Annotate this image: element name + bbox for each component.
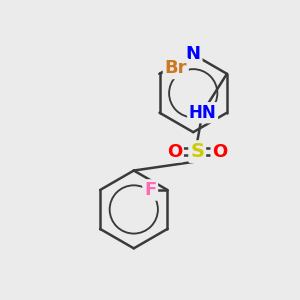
Text: O: O	[212, 142, 227, 160]
Text: N: N	[186, 45, 201, 63]
Text: Br: Br	[164, 59, 187, 77]
Text: F: F	[144, 181, 156, 199]
Text: O: O	[167, 142, 182, 160]
Text: S: S	[190, 142, 204, 161]
Text: HN: HN	[189, 104, 217, 122]
